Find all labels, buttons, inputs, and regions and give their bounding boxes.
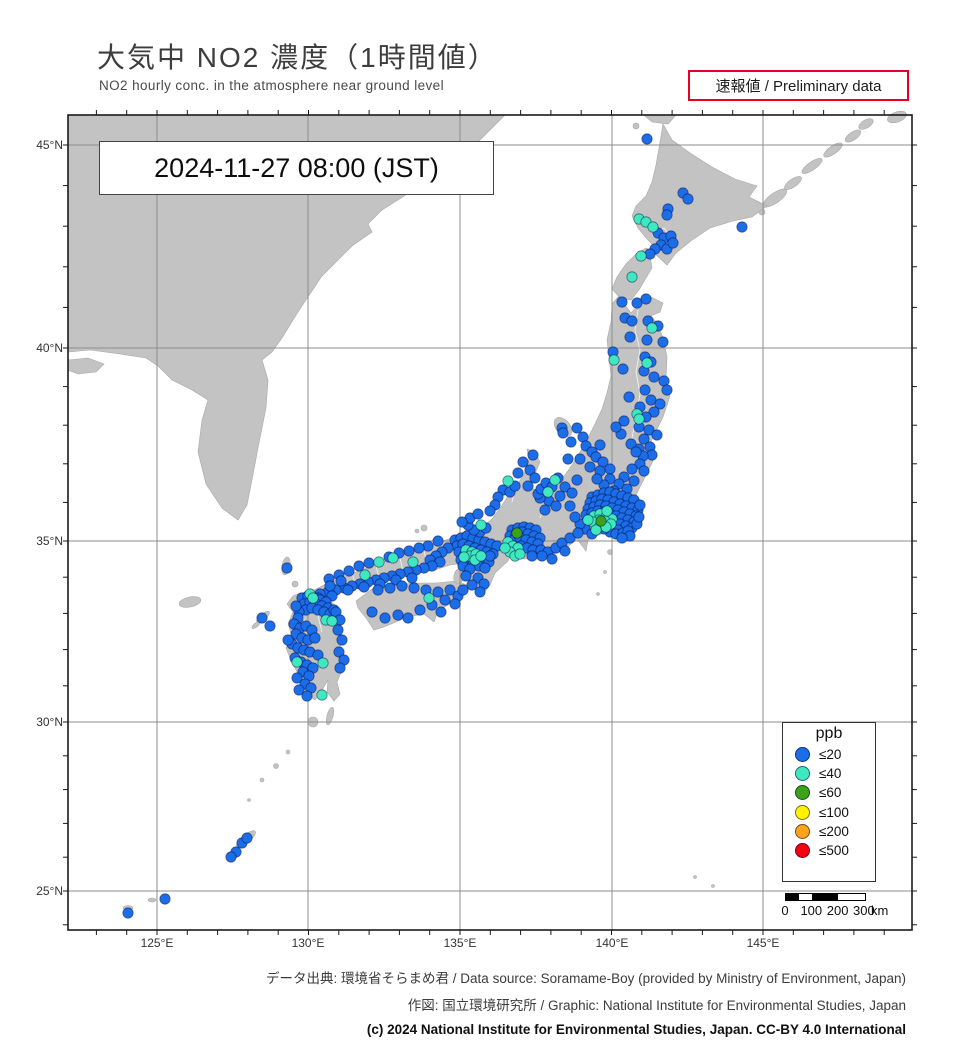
legend-title: ppb xyxy=(815,725,843,742)
scale-bar-labels: 0 100 200 300 km xyxy=(781,903,905,919)
scale-bar-graphic xyxy=(785,893,866,901)
footer-copyright: (c) 2024 National Institute for Environm… xyxy=(366,1022,906,1037)
lat-label: 25°N xyxy=(36,884,63,898)
legend-label: ≤100 xyxy=(819,804,849,820)
legend-label: ≤60 xyxy=(819,785,842,801)
timestamp-box: 2024-11-27 08:00 (JST) xyxy=(99,141,494,195)
japan-map-svg xyxy=(63,110,917,935)
scale-number: 0 xyxy=(781,903,789,918)
legend-row: ≤100 xyxy=(783,803,875,822)
legend-dot xyxy=(795,766,810,782)
land-ryukyu xyxy=(285,749,291,755)
legend-items: ≤20 ≤40 ≤60 ≤100 ≤200 ≤500 xyxy=(783,745,875,860)
land-kuril xyxy=(858,118,874,130)
legend-box: ppb ≤20 ≤40 ≤60 ≤100 ≤200 ≤500 xyxy=(782,722,876,882)
land-islet xyxy=(711,884,715,888)
footer-graphic-credit: 作図: 国立環境研究所 / Graphic: National Institut… xyxy=(407,998,906,1013)
land-izu-islands xyxy=(603,570,607,574)
legend-row: ≤200 xyxy=(783,822,875,841)
land-rishiri xyxy=(632,122,640,130)
legend-dot xyxy=(795,747,810,763)
legend-dot xyxy=(795,785,810,801)
legend-row: ≤500 xyxy=(783,841,875,860)
land-kuril xyxy=(823,142,843,158)
scale-number: 300 xyxy=(853,903,875,918)
land-jeju xyxy=(178,596,202,608)
scale-unit: km xyxy=(871,903,889,918)
land-oki xyxy=(420,524,428,532)
legend-label: ≤40 xyxy=(819,766,842,782)
scale-seg xyxy=(786,894,799,900)
lon-label: 125°E xyxy=(140,936,174,950)
footer-data-source: データ出典: 環境省そらまめ君 / Data source: Soramame-… xyxy=(266,971,906,986)
map-frame xyxy=(67,114,913,931)
preliminary-data-label: 速報値 / Preliminary data xyxy=(715,78,882,95)
land-kuril xyxy=(801,158,823,174)
scale-number: 200 xyxy=(826,903,849,918)
land-kuril xyxy=(784,176,802,190)
legend-label: ≤20 xyxy=(819,747,842,763)
lon-label: 145°E xyxy=(746,936,780,950)
page-subtitle: NO2 hourly conc. in the atmosphere near … xyxy=(99,78,444,93)
lat-label: 40°N xyxy=(36,341,63,355)
scale-seg xyxy=(838,894,864,900)
station-dots xyxy=(122,133,748,919)
lon-label: 140°E xyxy=(595,936,629,950)
lat-label: 30°N xyxy=(36,715,63,729)
lat-label: 45°N xyxy=(36,138,63,152)
scale-seg xyxy=(799,894,812,900)
legend-dot xyxy=(795,804,810,820)
land-ryukyu xyxy=(259,777,265,783)
timestamp-text: 2024-11-27 08:00 (JST) xyxy=(154,152,439,183)
lat-label: 35°N xyxy=(36,534,63,548)
preliminary-data-badge: 速報値 / Preliminary data xyxy=(688,70,909,101)
land-hokkaido xyxy=(611,123,768,301)
legend-dot xyxy=(795,843,810,859)
land-tanegashima xyxy=(325,706,335,726)
land-iki xyxy=(291,580,299,588)
lon-label: 130°E xyxy=(291,936,325,950)
lon-label: 135°E xyxy=(443,936,477,950)
legend-label: ≤500 xyxy=(819,843,849,859)
legend-row: ≤60 xyxy=(783,783,875,802)
legend-label: ≤200 xyxy=(819,823,849,839)
scale-seg xyxy=(812,894,838,900)
page-title: 大気中 NO2 濃度（1時間値） xyxy=(97,42,498,73)
land-sakishima xyxy=(147,897,157,903)
scale-number: 100 xyxy=(800,903,823,918)
land-islet xyxy=(693,875,697,879)
axis-ticks xyxy=(63,110,917,935)
land-kuril xyxy=(844,129,862,143)
land-ryukyu xyxy=(247,798,251,802)
land-izu-islands xyxy=(596,592,600,596)
land-oki xyxy=(414,528,420,534)
land-ryukyu xyxy=(273,763,279,769)
land-kuril xyxy=(887,110,907,124)
scale-bar: 0 100 200 300 km xyxy=(781,893,905,919)
land-continent xyxy=(67,114,506,521)
legend-row: ≤40 xyxy=(783,764,875,783)
legend-dot xyxy=(795,823,810,839)
legend-row: ≤20 xyxy=(783,745,875,764)
